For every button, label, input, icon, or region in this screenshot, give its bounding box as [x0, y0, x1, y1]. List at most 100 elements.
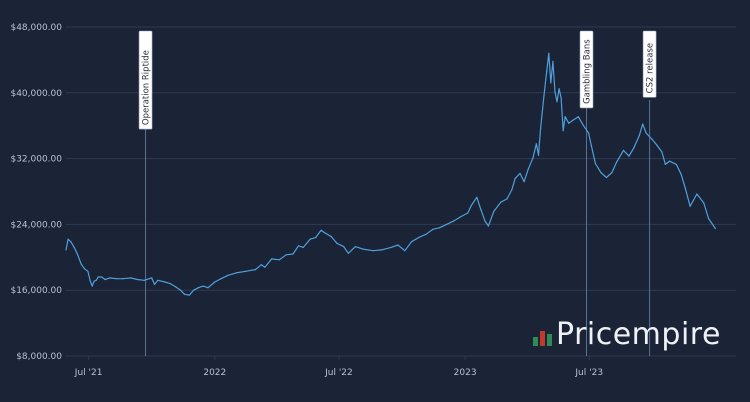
data-point — [645, 132, 647, 134]
x-tick-label: 2022 — [203, 368, 226, 378]
data-point — [130, 277, 132, 279]
data-point — [93, 280, 95, 282]
data-point — [500, 201, 502, 203]
data-point — [506, 198, 508, 200]
data-point — [594, 162, 597, 165]
data-point — [487, 225, 489, 227]
data-point — [320, 229, 322, 231]
x-tick-label: Jul '21 — [74, 368, 103, 378]
data-point — [668, 160, 671, 162]
data-point — [543, 94, 545, 96]
data-point — [552, 60, 554, 63]
data-point — [271, 258, 273, 260]
data-point — [611, 172, 613, 174]
data-point — [523, 181, 525, 183]
data-point — [616, 161, 618, 163]
data-point — [70, 241, 72, 243]
data-point — [519, 172, 521, 174]
data-point — [550, 82, 552, 84]
price-series-line — [65, 52, 716, 296]
data-point — [83, 268, 86, 270]
y-tick-label: $16,000.00 — [10, 286, 62, 296]
data-point — [95, 279, 97, 281]
data-point — [197, 287, 199, 289]
data-point — [664, 163, 667, 165]
data-point — [164, 281, 166, 283]
data-point — [157, 279, 159, 281]
y-tick-label: $32,000.00 — [10, 155, 62, 165]
data-point — [285, 254, 287, 256]
data-point — [651, 138, 653, 140]
data-point — [97, 276, 99, 278]
data-point — [446, 223, 448, 225]
data-point — [323, 232, 326, 234]
data-point — [642, 123, 644, 125]
data-point — [175, 286, 177, 288]
data-point — [535, 143, 538, 145]
data-point — [638, 135, 640, 137]
data-point — [264, 266, 266, 268]
data-point — [554, 91, 556, 93]
y-tick-label: $24,000.00 — [10, 220, 62, 230]
data-point — [151, 277, 153, 279]
data-point — [476, 196, 478, 198]
data-point — [680, 173, 682, 175]
y-tick-label: $48,000.00 — [10, 23, 62, 33]
data-point — [336, 242, 338, 244]
data-point — [109, 277, 111, 279]
pricempire-logo: Pricempire — [533, 317, 721, 352]
data-point — [703, 202, 705, 204]
data-point — [480, 209, 482, 211]
data-point — [470, 204, 472, 207]
data-point — [67, 238, 69, 240]
data-point — [577, 116, 579, 118]
data-point — [572, 119, 575, 121]
data-point — [315, 237, 317, 239]
data-point — [104, 278, 106, 281]
data-point — [347, 252, 350, 254]
data-point — [260, 264, 262, 266]
data-point — [708, 218, 710, 220]
data-point — [343, 246, 345, 248]
data-point — [207, 287, 209, 289]
data-point — [214, 281, 216, 283]
data-point — [254, 269, 256, 271]
data-point — [452, 220, 455, 222]
data-point — [362, 248, 364, 250]
data-point — [91, 285, 93, 287]
data-point — [202, 285, 204, 287]
data-point — [600, 172, 602, 174]
data-point — [655, 144, 658, 146]
data-point — [467, 212, 469, 214]
data-point — [689, 205, 691, 207]
data-point — [560, 97, 562, 99]
data-point — [582, 124, 584, 126]
event-label: CS2 release — [646, 43, 656, 93]
data-point — [169, 283, 171, 285]
data-point — [188, 294, 190, 296]
data-point — [484, 220, 486, 222]
data-point — [546, 70, 548, 72]
data-point — [87, 270, 89, 272]
data-point — [675, 163, 677, 165]
data-point — [73, 246, 75, 248]
data-point — [193, 289, 195, 291]
y-tick-label: $40,000.00 — [10, 89, 62, 99]
data-point — [558, 88, 560, 90]
data-point — [309, 238, 311, 240]
data-point — [540, 127, 542, 129]
event-label-box — [579, 30, 594, 109]
data-point — [696, 193, 698, 195]
data-point — [568, 122, 570, 124]
data-point — [227, 274, 229, 276]
data-point — [411, 241, 413, 243]
x-tick-label: Jul '22 — [324, 368, 353, 378]
data-point — [628, 155, 630, 157]
data-point — [65, 249, 67, 251]
data-point — [380, 249, 383, 251]
data-point — [633, 147, 635, 149]
event-label: Gambling Bans — [583, 39, 593, 104]
data-point — [514, 177, 516, 179]
